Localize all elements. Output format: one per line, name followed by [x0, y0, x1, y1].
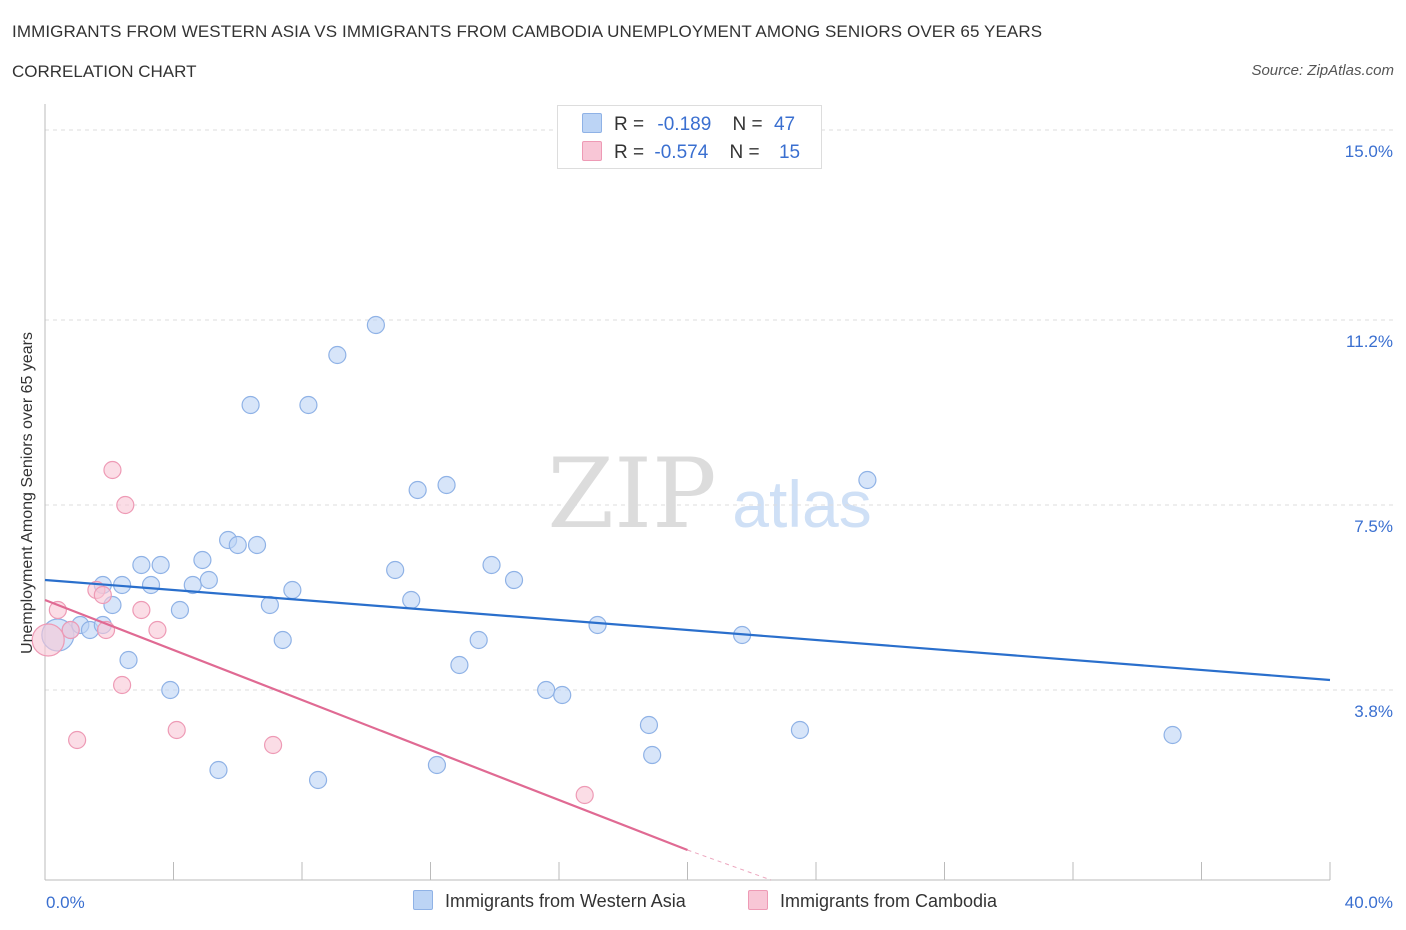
point-western-asia-30 — [402, 590, 421, 610]
point-cambodia-10 — [148, 620, 167, 640]
point-cambodia-7 — [112, 675, 132, 695]
point-western-asia-11 — [151, 555, 170, 575]
source-label: Source: ZipAtlas.com — [1251, 62, 1394, 79]
legend-n-label: N = — [732, 114, 763, 135]
point-western-asia-12 — [161, 680, 180, 700]
legend-n-value-cambodia: 15 — [778, 142, 801, 163]
point-western-asia-20 — [241, 395, 260, 415]
point-western-asia-17 — [209, 760, 228, 780]
trendline-western-asia — [44, 578, 1331, 682]
point-western-asia-35 — [469, 630, 488, 650]
legend-swatch-pink — [582, 141, 602, 161]
point-western-asia-16 — [199, 570, 218, 590]
legend-r-value-western-asia: -0.189 — [657, 114, 712, 135]
point-western-asia-33 — [437, 475, 456, 495]
point-western-asia-26 — [308, 770, 328, 790]
point-western-asia-24 — [283, 580, 302, 600]
legend-r-label: R = — [614, 114, 645, 135]
y-axis-label: Unemployment Among Seniors over 65 years — [19, 332, 36, 654]
point-western-asia-37 — [504, 570, 524, 590]
point-western-asia-42 — [643, 745, 662, 765]
watermark-atlas: atlas — [732, 467, 871, 541]
y-tick-label-1: 7.5% — [1354, 517, 1393, 536]
point-western-asia-13 — [170, 600, 190, 620]
legend-swatch-blue — [582, 113, 602, 133]
bottom-legend-label-cambodia: Immigrants from Cambodia — [780, 891, 998, 911]
y-tick-label-0: 3.8% — [1354, 702, 1393, 721]
point-western-asia-36 — [482, 555, 501, 575]
point-western-asia-27 — [328, 345, 347, 365]
point-western-asia-21 — [247, 535, 267, 555]
bottom-legend-western-asia: Immigrants from Western Asia — [413, 890, 686, 912]
watermark-zip: ZIP — [547, 438, 716, 550]
point-cambodia-6 — [103, 460, 122, 480]
y-tick-label-2: 11.2% — [1346, 332, 1393, 351]
trendline-extension-cambodia — [687, 849, 772, 881]
trendline-cambodia — [44, 598, 688, 852]
point-western-asia-40 — [588, 615, 607, 635]
point-western-asia-23 — [273, 630, 292, 650]
legend-n-value-western-asia: 47 — [773, 114, 796, 135]
legend-r-value-cambodia: -0.574 — [654, 142, 709, 163]
bottom-legend-swatch-pink — [748, 890, 768, 910]
point-western-asia-29 — [386, 560, 405, 580]
point-western-asia-28 — [366, 315, 385, 335]
bottom-legend-swatch-blue — [413, 890, 433, 910]
x-tick-label-min: 0.0% — [46, 893, 85, 912]
point-cambodia-5 — [93, 585, 112, 605]
legend-row-western-asia: R = -0.189 N = 47 — [582, 113, 795, 136]
legend-row-cambodia: R = -0.574 N = 15 — [582, 141, 800, 164]
legend-r-label: R = — [614, 142, 645, 163]
chart-subtitle: CORRELATION CHART — [12, 62, 197, 81]
point-western-asia-10 — [141, 575, 161, 595]
point-cambodia-11 — [167, 720, 186, 740]
bottom-legend-cambodia: Immigrants from Cambodia — [748, 890, 997, 912]
point-western-asia-15 — [193, 550, 212, 570]
point-western-asia-38 — [537, 680, 556, 700]
point-western-asia-39 — [553, 685, 572, 705]
x-tick-label-max: 40.0% — [1345, 893, 1393, 912]
point-cambodia-0 — [31, 623, 65, 657]
point-cambodia-8 — [116, 495, 135, 515]
bottom-legend-label-western-asia: Immigrants from Western Asia — [445, 891, 686, 911]
y-tick-label-3: 15.0% — [1345, 142, 1393, 161]
point-cambodia-3 — [68, 730, 87, 750]
point-western-asia-45 — [858, 470, 877, 490]
point-western-asia-8 — [119, 650, 138, 670]
point-western-asia-34 — [450, 655, 469, 675]
point-western-asia-41 — [639, 715, 659, 735]
point-western-asia-25 — [299, 395, 318, 415]
point-cambodia-2 — [61, 620, 80, 640]
point-western-asia-44 — [790, 720, 810, 740]
correlation-legend: R = -0.189 N = 47 R = -0.574 N = 15 — [557, 105, 822, 169]
point-western-asia-32 — [427, 755, 447, 775]
point-western-asia-31 — [408, 480, 427, 500]
point-western-asia-9 — [132, 555, 151, 575]
point-cambodia-9 — [132, 600, 151, 620]
legend-n-label: N = — [729, 142, 760, 163]
point-western-asia-19 — [228, 535, 247, 555]
point-cambodia-13 — [575, 785, 594, 805]
chart-title: IMMIGRANTS FROM WESTERN ASIA VS IMMIGRAN… — [12, 22, 1043, 41]
point-cambodia-12 — [263, 735, 283, 755]
point-western-asia-46 — [1163, 725, 1182, 745]
